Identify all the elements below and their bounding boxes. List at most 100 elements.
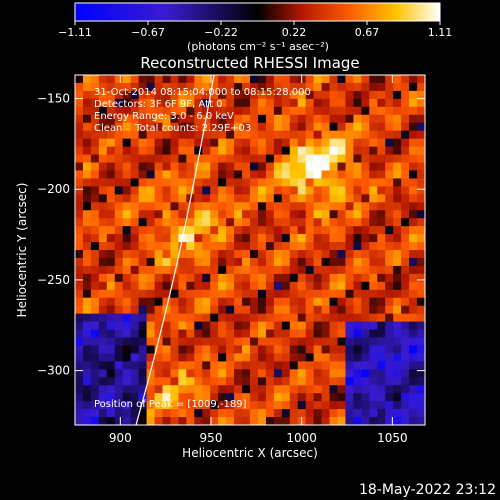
heatmap-cell	[329, 337, 338, 346]
heatmap-cell	[401, 385, 410, 394]
heatmap-cell	[281, 226, 291, 235]
heatmap-cell	[186, 361, 195, 370]
heatmap-cell	[226, 162, 235, 171]
heatmap-cell	[257, 98, 267, 108]
heatmap-cell	[162, 273, 171, 283]
heatmap-cell	[250, 385, 259, 394]
heatmap-cell	[401, 178, 410, 187]
heatmap-cell	[138, 369, 148, 378]
colorbar-units: (photons cm⁻² s⁻¹ asec⁻²)	[187, 40, 329, 53]
heatmap-cell	[75, 170, 84, 179]
heatmap-cell	[82, 178, 92, 187]
heatmap-cell	[409, 385, 418, 394]
heatmap-cell	[409, 226, 418, 235]
heatmap-cell	[337, 106, 346, 116]
heatmap-cell	[313, 194, 323, 203]
heatmap-cell	[138, 210, 148, 219]
heatmap-cell	[337, 265, 346, 275]
heatmap-cell	[106, 345, 116, 354]
heatmap-cell	[186, 289, 195, 299]
heatmap-cell	[130, 313, 140, 323]
heatmap-cell	[90, 122, 100, 132]
heatmap-cell	[114, 273, 124, 283]
heatmap-cell	[202, 305, 211, 315]
heatmap-cell	[265, 345, 275, 354]
heatmap-cell	[409, 393, 418, 402]
heatmap-cell	[114, 289, 124, 299]
heatmap-cell	[114, 281, 124, 291]
heatmap-cell	[178, 401, 187, 410]
heatmap-cell	[281, 122, 291, 132]
heatmap-cell	[265, 257, 275, 267]
heatmap-cell	[401, 417, 410, 425]
heatmap-cell	[321, 385, 331, 394]
heatmap-cell	[98, 313, 108, 323]
heatmap-cell	[90, 265, 100, 275]
heatmap-cell	[250, 90, 259, 100]
heatmap-cell	[377, 273, 386, 283]
heatmap-cell	[234, 361, 243, 370]
heatmap-cell	[202, 265, 211, 275]
heatmap-cell	[250, 409, 259, 418]
heatmap-cell	[369, 90, 378, 100]
heatmap-cell	[393, 138, 402, 148]
heatmap-cell	[305, 82, 315, 92]
heatmap-cell	[218, 242, 227, 251]
heatmap-cell	[90, 417, 100, 425]
heatmap-cell	[385, 297, 394, 307]
heatmap-cell	[289, 337, 299, 346]
heatmap-cell	[305, 162, 315, 171]
heatmap-cell	[345, 385, 354, 394]
heatmap-cell	[226, 218, 235, 227]
heatmap-cell	[178, 313, 187, 323]
heatmap-cell	[234, 122, 243, 132]
heatmap-cell	[353, 82, 362, 92]
heatmap-cell	[313, 82, 323, 92]
heatmap-cell	[82, 210, 92, 219]
heatmap-cell	[393, 106, 402, 116]
heatmap-cell	[210, 273, 219, 283]
heatmap-cell	[218, 194, 227, 203]
heatmap-cell	[122, 257, 132, 267]
heatmap-cell	[218, 401, 227, 410]
heatmap-cell	[417, 281, 425, 291]
heatmap-cell	[250, 353, 259, 362]
heatmap-cell	[202, 337, 211, 346]
heatmap-cell	[90, 321, 100, 331]
heatmap-cell	[369, 242, 378, 251]
heatmap-cell	[234, 82, 243, 92]
heatmap-cell	[273, 401, 283, 410]
heatmap-cell	[186, 321, 195, 331]
heatmap-cell	[210, 250, 219, 259]
heatmap-cell	[345, 257, 354, 267]
heatmap-cell	[130, 106, 140, 116]
annotation-detectors: Detectors: 3F 6F 9F, Att 0	[94, 99, 222, 110]
heatmap-cell	[114, 75, 124, 84]
heatmap-cell	[242, 329, 251, 338]
heatmap-cell	[178, 265, 187, 275]
heatmap-cell	[345, 170, 354, 179]
heatmap-cell	[90, 82, 100, 92]
heatmap-cell	[210, 401, 219, 410]
heatmap-cell	[313, 114, 323, 124]
heatmap-cell	[265, 409, 275, 418]
heatmap-cell	[281, 345, 291, 354]
heatmap-cell	[250, 178, 259, 187]
heatmap-cell	[90, 194, 100, 203]
heatmap-cell	[106, 82, 116, 92]
heatmap-cell	[281, 329, 291, 338]
heatmap-cell	[345, 138, 354, 148]
heatmap-cell	[353, 98, 362, 108]
heatmap-cell	[377, 138, 386, 148]
heatmap-cell	[361, 361, 370, 370]
heatmap-cell	[337, 361, 346, 370]
heatmap-cell	[178, 226, 187, 235]
heatmap-cell	[353, 337, 362, 346]
heatmap-cell	[218, 297, 227, 307]
heatmap-cell	[170, 170, 179, 179]
heatmap-cell	[305, 369, 315, 378]
heatmap-cell	[202, 75, 211, 84]
heatmap-cell	[98, 194, 108, 203]
heatmap-cell	[178, 417, 187, 425]
heatmap-cell	[345, 90, 354, 100]
